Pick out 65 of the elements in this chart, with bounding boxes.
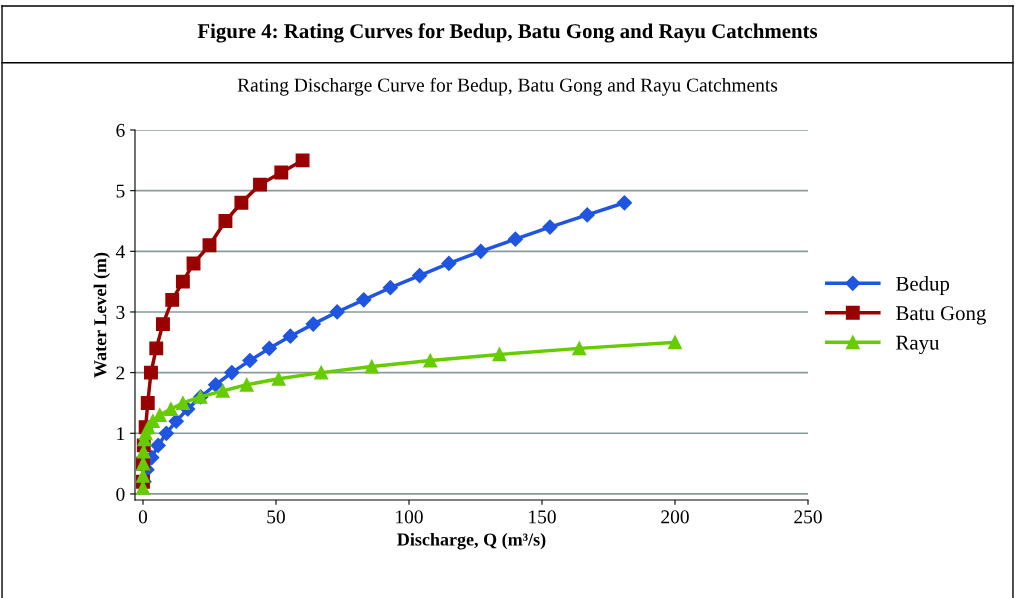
point (572, 341, 587, 356)
x-tick-label: 200 (661, 510, 689, 524)
x-tick-label: 150 (529, 510, 556, 524)
point (253, 177, 267, 192)
point (155, 317, 170, 332)
point (507, 231, 523, 247)
point (175, 396, 190, 410)
point (423, 353, 438, 368)
point (144, 365, 158, 380)
point (215, 383, 230, 398)
legend-label: Rayu (896, 335, 940, 355)
point (239, 377, 254, 392)
point (136, 444, 151, 459)
y-tick-label: 2 (116, 366, 125, 380)
point (382, 280, 398, 296)
y-tick-label: 5 (116, 184, 125, 198)
point (186, 256, 201, 271)
x-tick-label: 50 (267, 510, 285, 524)
legend-label: Batu Gong (896, 306, 986, 325)
x-tick-label: 100 (396, 510, 423, 524)
point (163, 402, 178, 416)
y-axis-title: Water Level (m) (93, 252, 110, 378)
point (274, 165, 289, 180)
point (224, 365, 240, 381)
point (473, 243, 489, 259)
point (412, 268, 428, 284)
point (356, 292, 372, 308)
x-tick-label: 0 (138, 510, 148, 524)
point (208, 377, 224, 393)
point (668, 335, 682, 350)
point (165, 292, 180, 307)
point (140, 396, 155, 410)
point (295, 153, 310, 168)
point (314, 365, 329, 380)
y-tick-label: 4 (115, 245, 125, 259)
legend-label: Bedup (896, 276, 950, 296)
point (542, 219, 558, 235)
y-tick-label: 3 (116, 305, 125, 319)
point (234, 195, 249, 210)
point (158, 425, 174, 441)
chart-title: Figure 4: Rating Curves for Bedup, Batu Gong and Rayu Catchments (197, 23, 818, 43)
point (150, 437, 166, 453)
point (616, 195, 633, 211)
point (175, 274, 190, 289)
point (149, 341, 164, 356)
point (441, 255, 457, 272)
point (492, 347, 507, 362)
point (136, 468, 150, 483)
point (168, 413, 184, 429)
point (242, 352, 258, 369)
point (579, 207, 595, 223)
point (329, 304, 345, 320)
y-tick-label: 6 (116, 123, 125, 137)
point (305, 316, 321, 332)
chart-subtitle: Rating Discharge Curve for Bedup, Batu Gong and Rayu Catchments (237, 77, 778, 96)
x-tick-label: 250 (794, 510, 822, 524)
x-axis-title: Discharge, Q (m³/s) (397, 532, 546, 550)
point (364, 359, 379, 374)
point (271, 371, 286, 386)
y-tick-label: 0 (116, 487, 125, 501)
y-tick-label: 1 (117, 427, 125, 441)
point (202, 238, 217, 253)
point (282, 328, 298, 344)
point (261, 340, 277, 356)
point (218, 214, 233, 228)
